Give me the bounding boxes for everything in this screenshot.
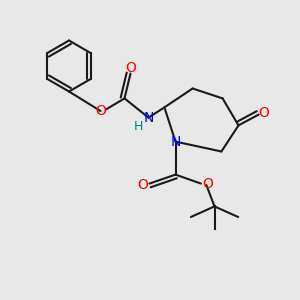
Text: O: O [95,104,106,118]
Text: H: H [134,119,144,133]
Text: O: O [126,61,136,75]
Text: O: O [202,177,213,190]
Text: N: N [170,135,181,148]
Text: N: N [144,111,154,124]
Text: O: O [259,106,269,120]
Text: O: O [137,178,148,192]
